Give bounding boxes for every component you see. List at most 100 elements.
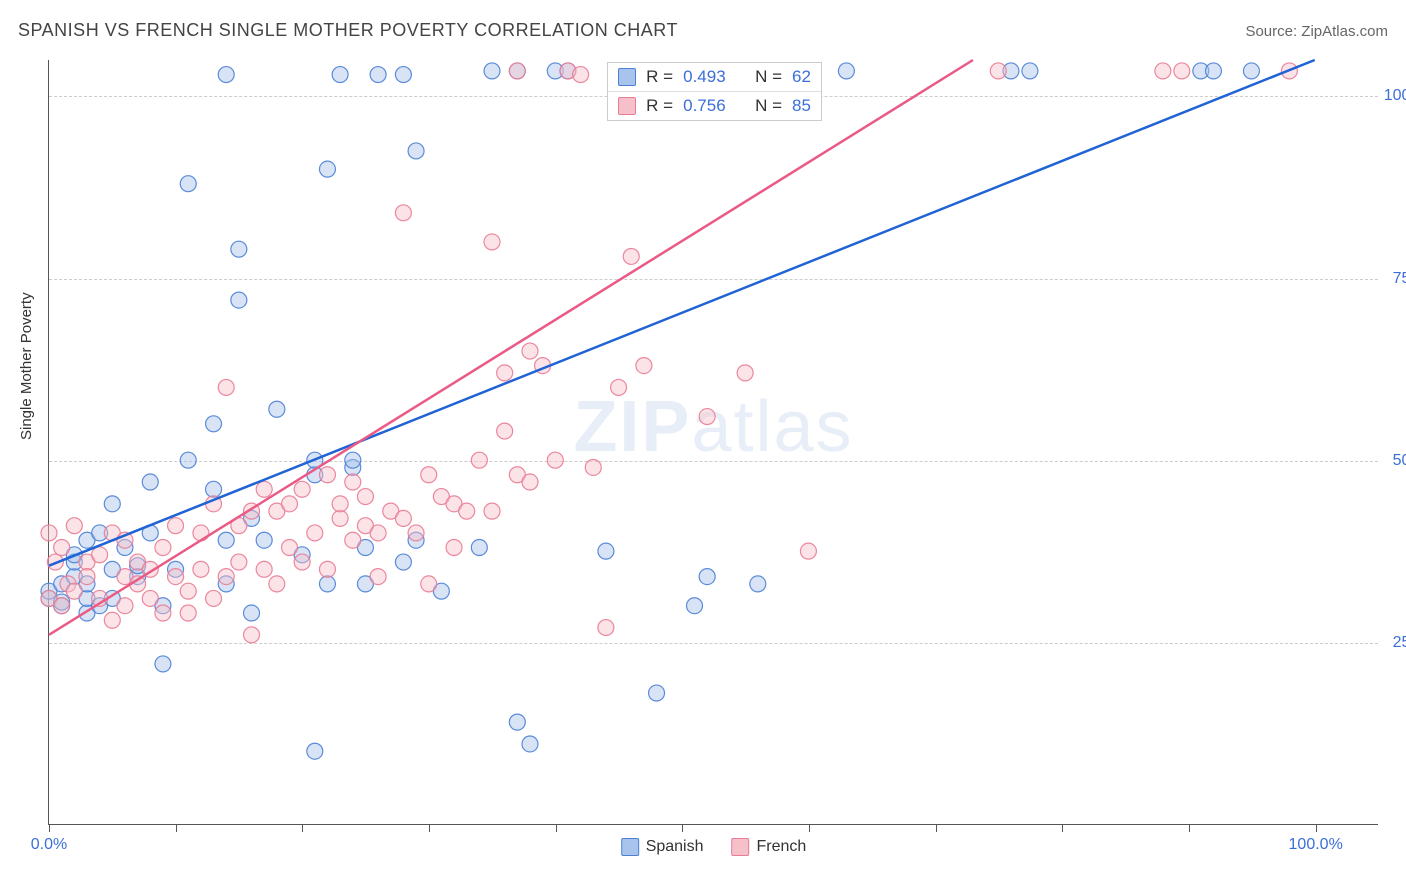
x-tick [1316, 824, 1317, 832]
scatter-point [294, 481, 310, 497]
scatter-point [395, 205, 411, 221]
scatter-point [244, 605, 260, 621]
scatter-point [598, 543, 614, 559]
scatter-point [104, 496, 120, 512]
scatter-point [408, 525, 424, 541]
scatter-point [180, 452, 196, 468]
stats-legend-row: R =0.756 N =85 [608, 92, 821, 120]
scatter-point [1174, 63, 1190, 79]
n-value: 62 [792, 67, 811, 87]
scatter-point [155, 605, 171, 621]
legend-item: French [732, 838, 807, 856]
plot-area: ZIPatlas 25.0%50.0%75.0%100.0%0.0%100.0%… [48, 60, 1378, 825]
scatter-point [218, 569, 234, 585]
scatter-point [1243, 63, 1259, 79]
scatter-point [345, 532, 361, 548]
scatter-point [687, 598, 703, 614]
scatter-point [611, 379, 627, 395]
scatter-point [142, 474, 158, 490]
scatter-point [206, 416, 222, 432]
scatter-point [395, 554, 411, 570]
legend-swatch [618, 97, 636, 115]
regression-line [49, 60, 1315, 566]
legend-swatch [618, 68, 636, 86]
scatter-point [218, 379, 234, 395]
scatter-point [838, 63, 854, 79]
scatter-point [699, 409, 715, 425]
scatter-point [598, 620, 614, 636]
scatter-point [231, 554, 247, 570]
scatter-point [547, 452, 563, 468]
legend-bottom: Spanish French [621, 838, 807, 856]
stats-legend-row: R = 0.493 N = 62 [608, 63, 821, 92]
n-label: N = [755, 67, 782, 87]
scatter-point [155, 656, 171, 672]
x-tick [302, 824, 303, 832]
scatter-point [636, 358, 652, 374]
scatter-point [231, 292, 247, 308]
scatter-point [484, 63, 500, 79]
y-tick-label: 25.0% [1383, 634, 1406, 652]
y-tick-label: 100.0% [1383, 87, 1406, 105]
x-tick [809, 824, 810, 832]
scatter-point [446, 540, 462, 556]
scatter-point [79, 569, 95, 585]
scatter-point [357, 489, 373, 505]
y-tick-label: 50.0% [1383, 452, 1406, 470]
scatter-point [319, 467, 335, 483]
scatter-point [54, 540, 70, 556]
stats-legend-box: R = 0.493 N = 62 R =0.756 N =85 [607, 62, 822, 121]
scatter-point [484, 503, 500, 519]
scatter-point [522, 343, 538, 359]
chart-svg [49, 60, 1378, 824]
scatter-point [66, 583, 82, 599]
scatter-point [269, 401, 285, 417]
scatter-point [345, 452, 361, 468]
legend-swatch [621, 838, 639, 856]
scatter-point [294, 554, 310, 570]
scatter-point [370, 569, 386, 585]
scatter-point [180, 605, 196, 621]
scatter-point [699, 569, 715, 585]
n-value: 85 [792, 96, 811, 116]
scatter-point [509, 714, 525, 730]
scatter-point [471, 452, 487, 468]
scatter-point [180, 583, 196, 599]
scatter-point [421, 576, 437, 592]
legend-label: Spanish [646, 838, 704, 856]
scatter-point [193, 525, 209, 541]
scatter-point [104, 612, 120, 628]
scatter-point [408, 143, 424, 159]
scatter-point [168, 518, 184, 534]
scatter-point [281, 540, 297, 556]
x-tick-label: 0.0% [31, 836, 67, 854]
scatter-point [395, 510, 411, 526]
scatter-point [206, 590, 222, 606]
scatter-point [1205, 63, 1221, 79]
x-tick [429, 824, 430, 832]
chart-header: SPANISH VS FRENCH SINGLE MOTHER POVERTY … [18, 20, 1388, 41]
scatter-point [332, 510, 348, 526]
scatter-point [345, 474, 361, 490]
scatter-point [218, 532, 234, 548]
scatter-point [256, 532, 272, 548]
scatter-point [66, 518, 82, 534]
x-tick [682, 824, 683, 832]
scatter-point [180, 176, 196, 192]
x-tick [1062, 824, 1063, 832]
scatter-point [459, 503, 475, 519]
scatter-point [307, 743, 323, 759]
scatter-point [800, 543, 816, 559]
scatter-point [155, 540, 171, 556]
scatter-point [319, 561, 335, 577]
scatter-point [117, 598, 133, 614]
scatter-point [256, 561, 272, 577]
chart-source: Source: ZipAtlas.com [1245, 23, 1388, 40]
scatter-point [54, 598, 70, 614]
y-tick-label: 75.0% [1383, 270, 1406, 288]
x-tick [176, 824, 177, 832]
scatter-point [319, 161, 335, 177]
r-label: R = [646, 67, 673, 87]
r-value: 0.493 [683, 67, 726, 87]
scatter-point [421, 467, 437, 483]
